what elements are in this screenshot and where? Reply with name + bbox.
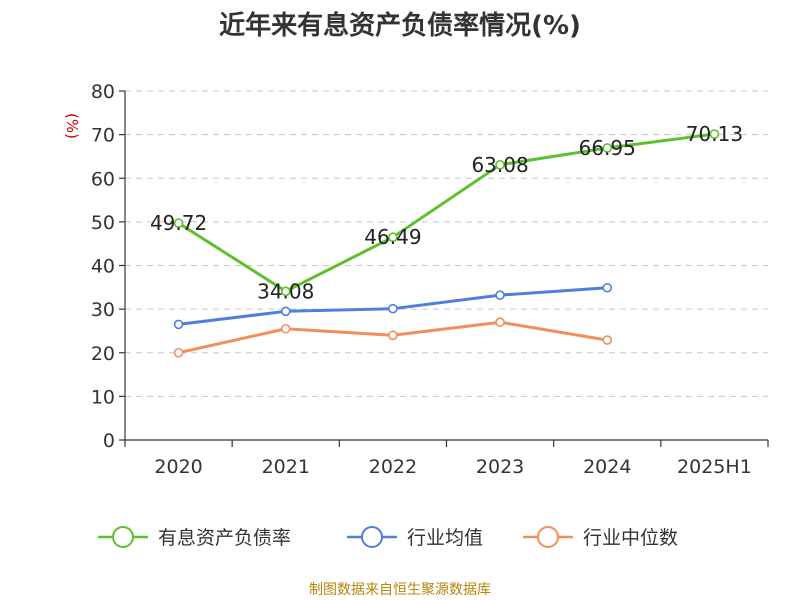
data-point xyxy=(495,317,505,328)
data-point xyxy=(602,282,613,293)
data-label: 66.95 xyxy=(579,136,636,160)
x-tick-label: 2020 xyxy=(154,456,202,478)
data-point xyxy=(173,218,184,228)
data-label: 49.72 xyxy=(150,211,207,235)
y-tick-label: 70 xyxy=(91,125,115,147)
y-tick-label: 80 xyxy=(91,81,115,103)
legend-marker xyxy=(537,526,559,548)
data-point xyxy=(280,286,291,297)
data-point xyxy=(173,347,184,358)
x-tick-label: 2021 xyxy=(262,456,310,478)
data-label: 46.49 xyxy=(364,225,421,249)
chart-title: 近年来有息资产负债率情况(%) xyxy=(219,10,581,41)
data-point xyxy=(280,323,291,334)
data-label: 63.08 xyxy=(471,153,528,177)
x-tick-label: 2023 xyxy=(476,456,524,478)
y-axis-unit: (%) xyxy=(63,113,81,139)
data-point xyxy=(495,160,505,170)
legend-label: 行业均值 xyxy=(407,527,483,549)
data-label: 34.08 xyxy=(257,279,314,303)
legend-item: 行业均值 xyxy=(347,526,483,549)
legend-item: 有息资产负债率 xyxy=(98,526,291,549)
x-tick-label: 2024 xyxy=(583,456,631,478)
x-tick-label: 2025H1 xyxy=(677,456,752,478)
legend-marker xyxy=(112,526,134,548)
y-tick-label: 10 xyxy=(91,386,115,408)
series-line xyxy=(177,132,715,293)
y-tick-label: 50 xyxy=(91,212,115,234)
data-point xyxy=(388,303,398,314)
data-point xyxy=(388,232,398,242)
legend-marker xyxy=(361,526,383,548)
series-layer: 49.72 34.08 46.49 63.08 66.95 70.13 xyxy=(150,122,743,358)
data-point xyxy=(602,143,613,153)
axes: 0 10 20 30 40 50 60 70 80 2020 2021 2022 2023 2024 202… xyxy=(91,81,769,478)
data-point xyxy=(173,319,184,330)
legend-label: 有息资产负债率 xyxy=(158,527,291,549)
legend-item: 行业中位数 xyxy=(523,526,678,549)
legend-label: 行业中位数 xyxy=(583,527,678,549)
data-point xyxy=(280,306,291,317)
x-tick-label: 2022 xyxy=(369,456,417,478)
y-tick-label: 30 xyxy=(91,299,115,321)
legend: 有息资产负债率 行业均值 行业中位数 xyxy=(98,526,678,549)
y-tick-label: 20 xyxy=(91,343,115,365)
source-note: 制图数据来自恒生聚源数据库 xyxy=(309,582,491,598)
data-label: 70.13 xyxy=(686,122,743,146)
y-tick-label: 40 xyxy=(91,256,115,278)
y-tick-label: 0 xyxy=(103,430,115,452)
grid-lines xyxy=(125,90,768,397)
data-point xyxy=(602,335,613,345)
data-point xyxy=(495,290,505,300)
data-point xyxy=(709,129,720,139)
data-point xyxy=(388,330,398,341)
y-tick-label: 60 xyxy=(91,168,115,190)
